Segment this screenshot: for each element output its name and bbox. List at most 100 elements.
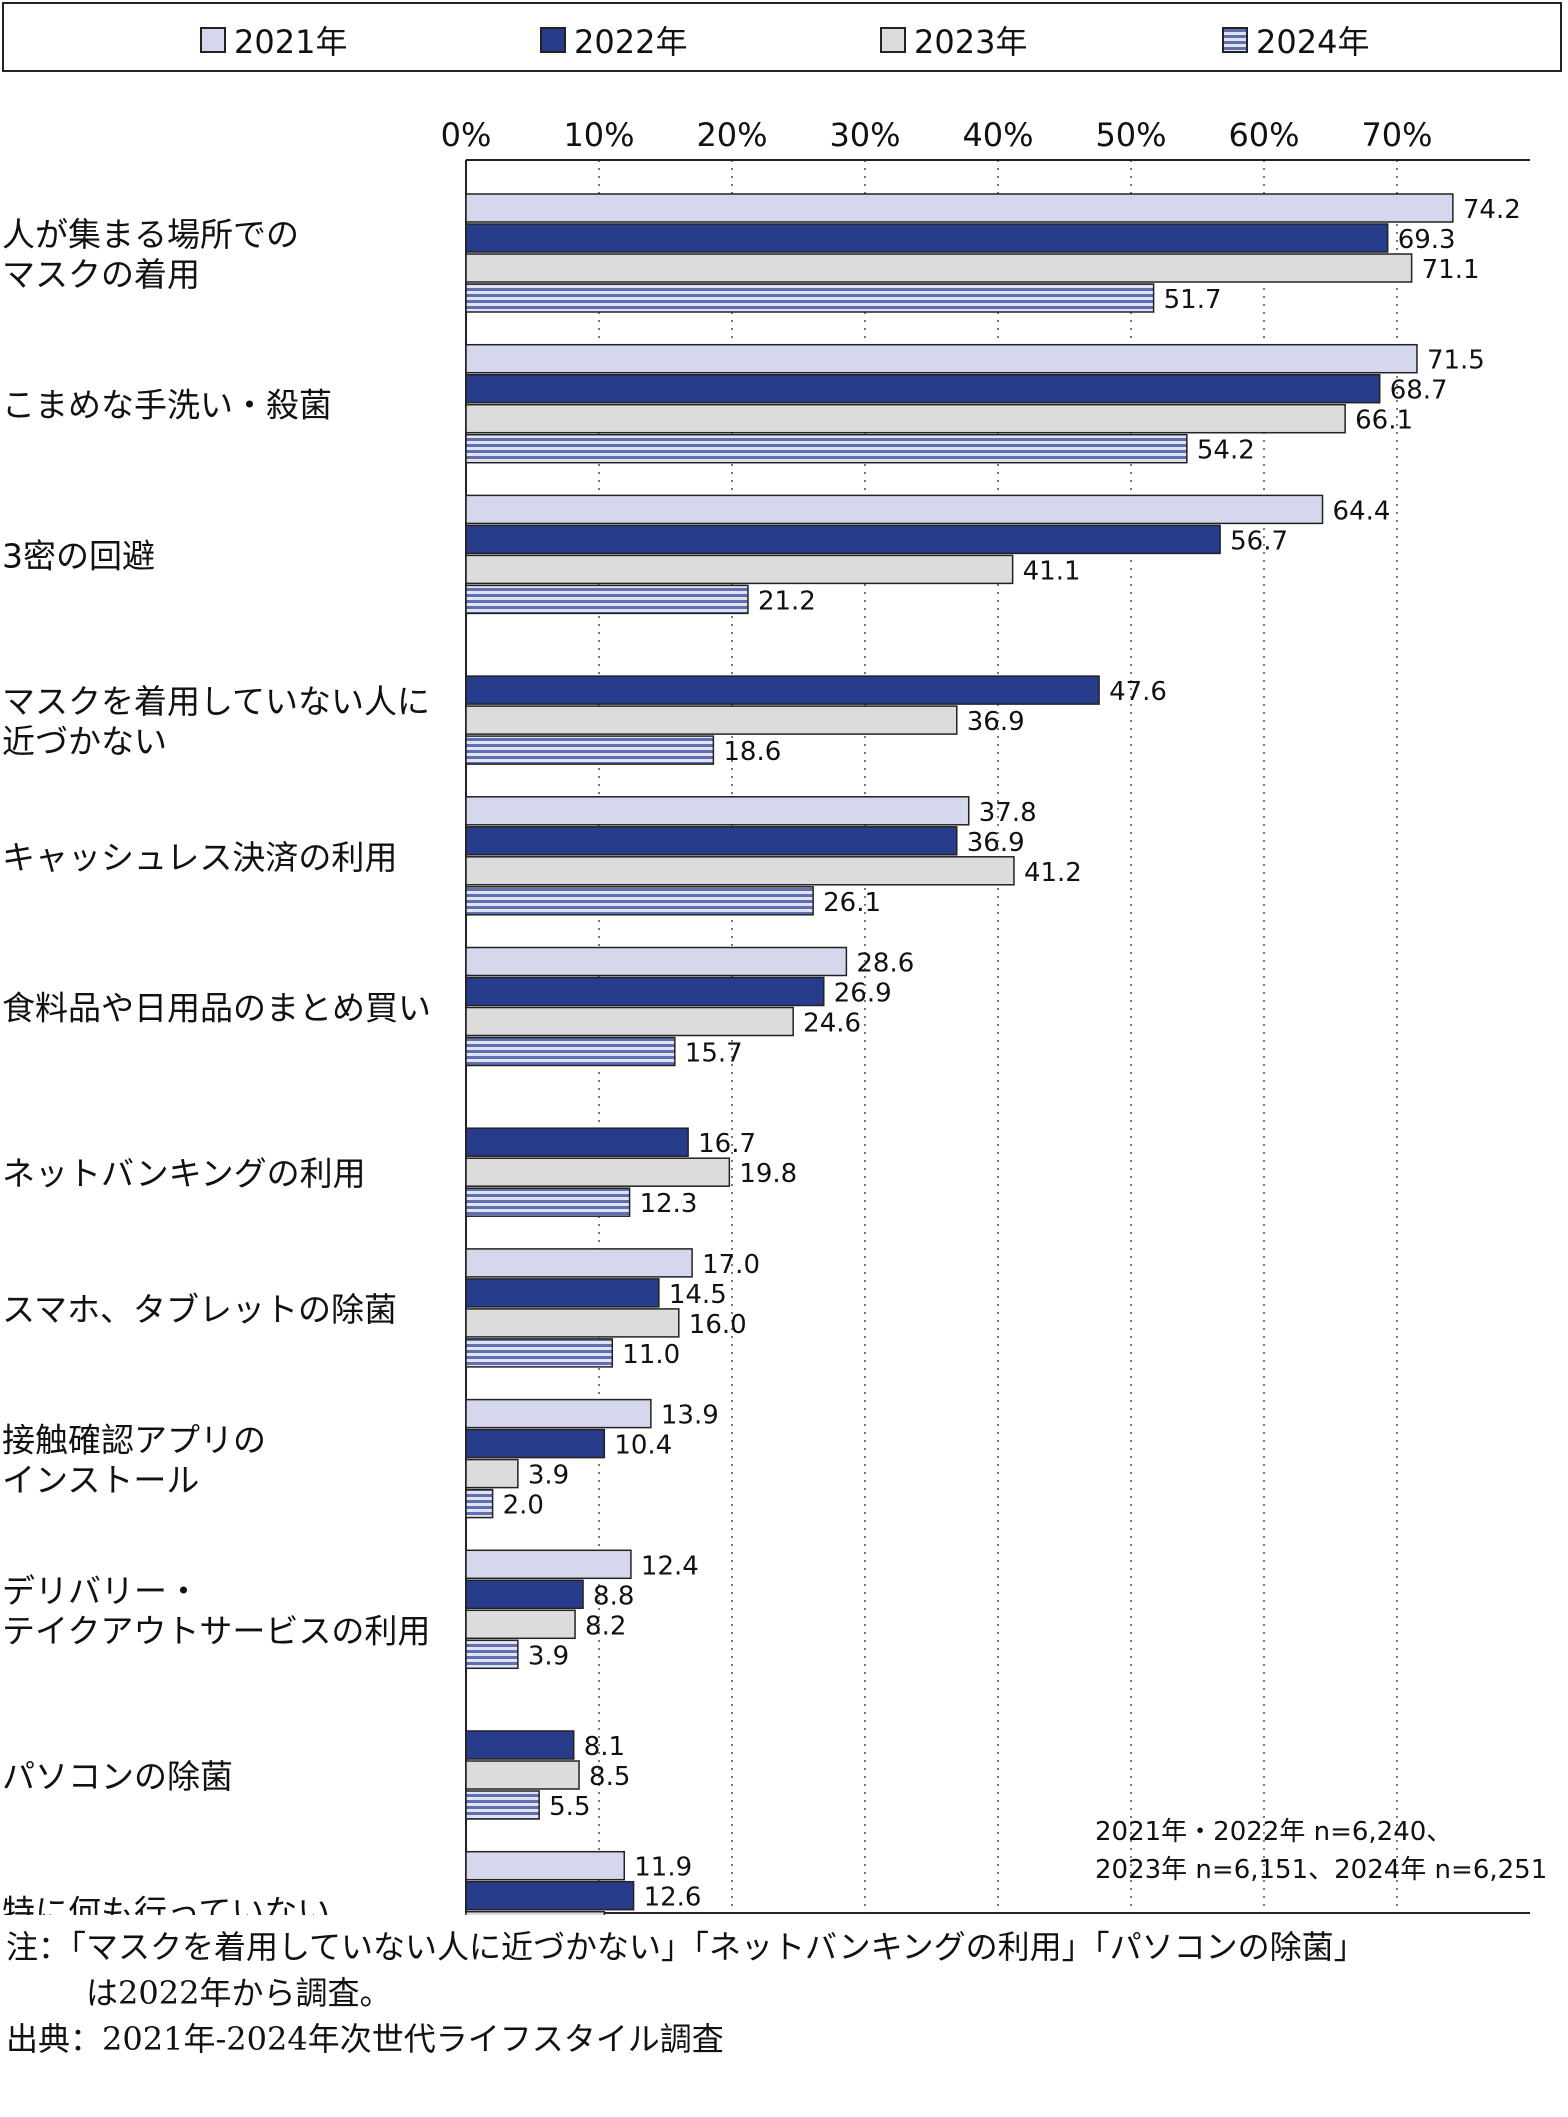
bar bbox=[465, 1609, 576, 1640]
legend-item-2021年: 2021年 bbox=[200, 22, 347, 61]
category-label: 近づかない bbox=[2, 722, 167, 761]
bar bbox=[465, 1187, 631, 1217]
note-line-1: 注：「マスクを着用していない人に近づかない」「ネットバンキングの利用」「パソコン… bbox=[6, 1928, 1366, 1966]
data-label: 15.7 bbox=[685, 1039, 743, 1069]
bar bbox=[465, 1458, 519, 1489]
x-tick-label: 30% bbox=[829, 116, 900, 154]
category-label: キャッシュレス決済の利用 bbox=[2, 838, 397, 877]
bar bbox=[465, 1127, 689, 1157]
data-label: 19.8 bbox=[739, 1159, 797, 1189]
category-label: こまめな手洗い・殺菌 bbox=[2, 386, 332, 425]
bar bbox=[465, 1639, 519, 1670]
data-label: 69.3 bbox=[1398, 225, 1456, 255]
bar bbox=[465, 796, 970, 826]
data-label: 71.5 bbox=[1427, 346, 1485, 376]
data-label: 8.8 bbox=[593, 1581, 634, 1611]
bar bbox=[465, 1157, 731, 1187]
bar bbox=[465, 886, 814, 916]
category-label: インストール bbox=[2, 1461, 199, 1500]
data-label: 36.9 bbox=[967, 707, 1025, 737]
x-tick-label: 0% bbox=[441, 116, 492, 154]
bar bbox=[465, 705, 958, 735]
data-label: 14.5 bbox=[669, 1280, 727, 1310]
bar bbox=[465, 675, 1100, 705]
bar bbox=[465, 946, 848, 977]
data-label: 26.1 bbox=[823, 888, 881, 918]
sample-size-note: 2021年・2022年 n=6,240、 bbox=[1095, 1817, 1452, 1847]
bar bbox=[465, 193, 1454, 223]
category-label: テイクアウトサービスの利用 bbox=[2, 1611, 430, 1650]
data-label: 16.0 bbox=[689, 1310, 747, 1340]
bar bbox=[465, 1910, 606, 1915]
data-label: 41.2 bbox=[1024, 858, 1082, 888]
bar bbox=[465, 1338, 614, 1368]
data-label: 47.6 bbox=[1109, 677, 1167, 707]
data-label: 26.9 bbox=[834, 979, 892, 1009]
data-label: 11.9 bbox=[634, 1853, 692, 1883]
data-label: 16.7 bbox=[698, 1129, 756, 1159]
category-label: 特に何も行っていない bbox=[2, 1893, 330, 1915]
bar bbox=[465, 1428, 606, 1459]
data-label: 3.9 bbox=[528, 1461, 569, 1491]
data-label: 11.0 bbox=[622, 1340, 680, 1370]
bar bbox=[465, 1880, 635, 1911]
bar bbox=[465, 223, 1389, 253]
data-label: 36.9 bbox=[967, 828, 1025, 858]
bar bbox=[465, 735, 715, 765]
category-label: マスクの着用 bbox=[2, 255, 200, 294]
category-label: パソコンの除菌 bbox=[2, 1757, 233, 1796]
data-label: 8.5 bbox=[589, 1762, 630, 1792]
bar bbox=[465, 1398, 652, 1429]
legend: 2021年 2022年 2023年 2024年 bbox=[2, 2, 1562, 72]
data-label: 68.7 bbox=[1390, 376, 1448, 406]
category-label: 接触確認アプリの bbox=[2, 1421, 266, 1460]
legend-swatch bbox=[540, 27, 566, 53]
data-label: 10.4 bbox=[614, 1431, 672, 1461]
source-line: 出典：2021年-2024年次世代ライフスタイル調査 bbox=[6, 2020, 724, 2058]
data-label: 2.0 bbox=[503, 1491, 544, 1521]
bar bbox=[465, 1790, 540, 1820]
x-tick-label: 20% bbox=[696, 116, 767, 154]
bar bbox=[465, 976, 825, 1007]
bar bbox=[465, 1248, 693, 1278]
legend-item-2024年: 2024年 bbox=[1222, 22, 1369, 61]
legend-swatch bbox=[1222, 27, 1248, 53]
data-label: 66.1 bbox=[1355, 406, 1413, 436]
data-label: 12.6 bbox=[644, 1883, 702, 1913]
data-label: 71.1 bbox=[1422, 255, 1480, 285]
data-label: 12.3 bbox=[640, 1189, 698, 1219]
data-label: 54.2 bbox=[1197, 436, 1255, 466]
bar bbox=[465, 1308, 680, 1338]
x-tick-label: 60% bbox=[1228, 116, 1299, 154]
data-label: 10.4 bbox=[614, 1913, 672, 1915]
bar bbox=[465, 1036, 676, 1067]
category-label: スマホ、タブレットの除菌 bbox=[2, 1290, 397, 1329]
bar bbox=[465, 554, 1014, 585]
bar bbox=[465, 403, 1346, 434]
data-label: 17.0 bbox=[702, 1250, 760, 1280]
bar bbox=[465, 494, 1324, 525]
legend-item-2022年: 2022年 bbox=[540, 22, 687, 61]
data-label: 56.7 bbox=[1230, 526, 1288, 556]
category-label: デリバリー・ bbox=[2, 1571, 200, 1610]
bar bbox=[465, 373, 1381, 404]
x-tick-label: 40% bbox=[962, 116, 1033, 154]
bar bbox=[465, 283, 1155, 313]
legend-swatch bbox=[200, 27, 226, 53]
bar bbox=[465, 1730, 575, 1760]
data-label: 3.9 bbox=[528, 1641, 569, 1671]
legend-label: 2021年 bbox=[234, 23, 348, 61]
data-label: 37.8 bbox=[979, 798, 1037, 828]
category-label: 食料品や日用品のまとめ買い bbox=[2, 989, 431, 1028]
data-label: 28.6 bbox=[856, 949, 914, 979]
data-label: 21.2 bbox=[758, 586, 816, 616]
note-line-2: は2022年から調査。 bbox=[86, 1974, 392, 2012]
bar bbox=[465, 433, 1188, 464]
data-label: 8.1 bbox=[584, 1732, 625, 1762]
bar bbox=[465, 1549, 632, 1580]
category-label: ネットバンキングの利用 bbox=[2, 1154, 366, 1193]
x-tick-label: 10% bbox=[563, 116, 634, 154]
data-label: 18.6 bbox=[723, 737, 781, 767]
legend-label: 2024年 bbox=[1256, 23, 1370, 61]
